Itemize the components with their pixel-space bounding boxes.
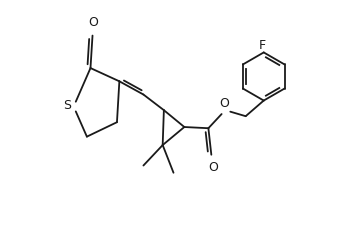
Text: O: O — [219, 97, 229, 110]
Text: F: F — [259, 39, 266, 52]
Text: O: O — [88, 16, 98, 29]
Text: O: O — [208, 161, 218, 174]
Text: S: S — [63, 99, 71, 112]
